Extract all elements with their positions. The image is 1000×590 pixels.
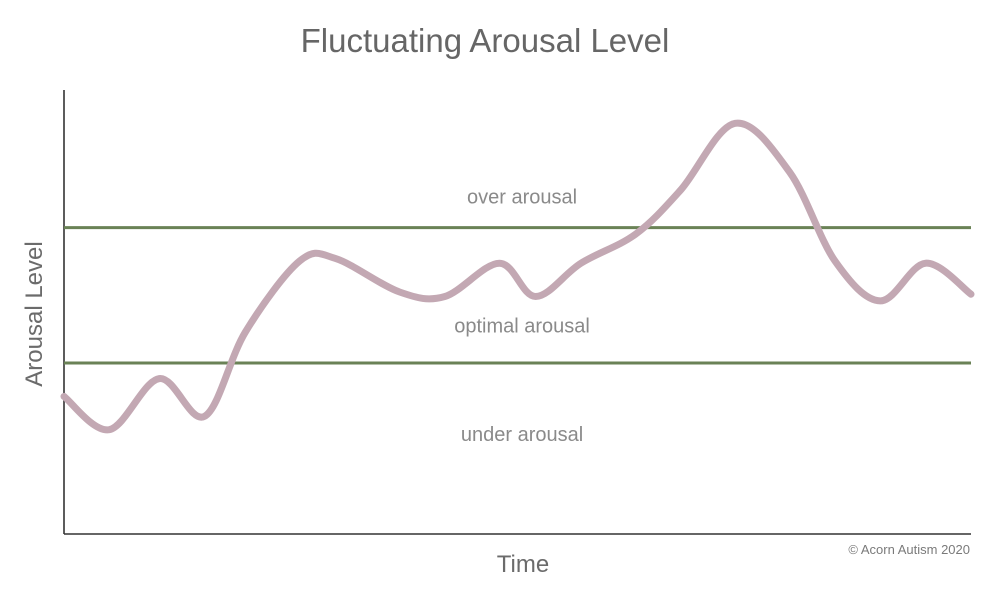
zone-label-under-arousal: under arousal	[461, 424, 583, 446]
zone-label-over-arousal: over arousal	[467, 187, 577, 209]
zone-labels: over arousal optimal arousal under arousal	[454, 187, 590, 447]
arousal-series-line	[60, 119, 975, 434]
y-axis-label: Arousal Level	[21, 241, 48, 386]
threshold-lines	[64, 226, 971, 365]
copyright-credit: © Acorn Autism 2020	[848, 542, 970, 557]
x-axis-label: Time	[497, 551, 549, 578]
zone-label-optimal-arousal: optimal arousal	[454, 315, 590, 337]
chart-title: Fluctuating Arousal Level	[301, 22, 670, 59]
